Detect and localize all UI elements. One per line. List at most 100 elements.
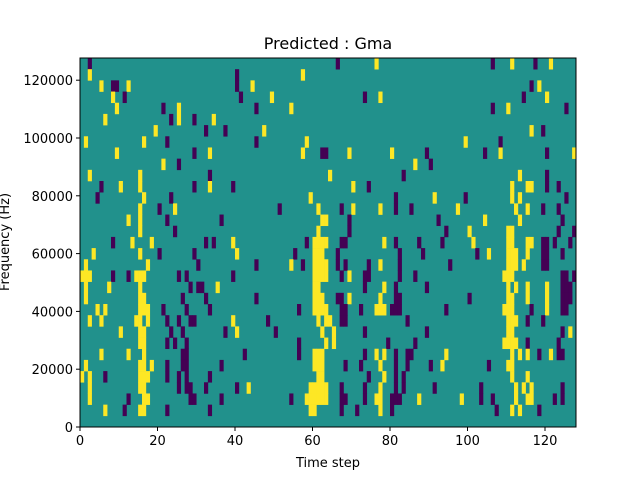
heatmap-cell-high [262,125,267,137]
heatmap-cell-low [479,382,484,394]
heatmap-cell-high [99,315,104,327]
heatmap-cell-high [83,270,89,282]
heatmap-cell-low [541,315,546,327]
heatmap-cell-low [525,315,530,327]
heatmap-cell-low [393,203,399,215]
heatmap-cell-high [514,315,519,327]
heatmap-cell-low [293,248,298,260]
heatmap-cell-low [366,259,371,271]
heatmap-cell-high [138,281,143,294]
heatmap-cell-high [517,404,523,417]
heatmap-cell-low [359,359,364,372]
heatmap-cell-high [145,371,151,383]
heatmap-cell-low [277,203,282,215]
x-tick-label: 0 [76,434,84,449]
heatmap-cell-high [231,315,236,327]
heatmap-cell-high [463,136,468,148]
heatmap-cell-high [382,304,387,316]
heatmap-cell-high [529,125,534,137]
heatmap-cell-low [188,393,193,405]
heatmap-cell-high [126,348,131,361]
heatmap-cell-low [223,326,228,338]
heatmap-cell-low [525,337,530,350]
heatmap-cell-high [440,359,445,372]
heatmap-cell-low [393,192,399,204]
heatmap-cell-high [149,236,154,249]
heatmap-cell-high [324,337,329,350]
heatmap-cell-low [184,359,189,372]
heatmap-cell-low [545,169,550,182]
heatmap-cell-low [393,393,399,405]
heatmap-cell-high [517,348,523,361]
y-tick-label: 80000 [32,190,73,205]
heatmap-cell-low [192,315,197,327]
heatmap-cell-high [517,169,523,182]
heatmap-cell-high [483,214,488,227]
heatmap-cell-low [207,404,213,417]
heatmap-cell-low [165,136,170,148]
heatmap-cell-low [413,337,418,350]
heatmap-cell-low [362,382,368,394]
heatmap-cell-high [87,315,92,327]
heatmap-cell-high [545,292,550,305]
heatmap-cell-high [374,348,379,361]
x-axis-label: Time step [295,456,360,471]
heatmap-cell-low [409,348,414,361]
heatmap-cell-low [424,147,430,159]
heatmap-cell-low [211,236,216,249]
heatmap-cell-low [486,359,492,372]
heatmap-cell-low [266,315,271,327]
heatmap-cell-high [99,348,104,361]
heatmap-cell-high [316,236,321,249]
heatmap-cell-high [506,248,511,260]
heatmap-cell-low [428,158,433,171]
heatmap-cell-high [378,91,383,104]
heatmap-cell-high [378,203,383,215]
heatmap-cell-high [514,203,519,215]
heatmap-cell-low [541,203,546,215]
heatmap-cell-high [312,236,317,249]
heatmap-cell-high [176,113,182,126]
heatmap-cell-high [517,214,523,227]
heatmap-cell-high [87,69,92,81]
heatmap-cell-high [308,192,313,204]
heatmap-cell-high [91,248,96,260]
heatmap-cell-low [231,181,236,193]
heatmap-cell-high [95,304,100,316]
heatmap-cell-high [347,292,352,305]
heatmap-cell-low [126,393,131,405]
heatmap-cell-high [529,236,534,249]
heatmap-cell-low [560,270,565,282]
heatmap-cell-low [564,281,569,294]
heatmap-cell-low [242,348,247,361]
heatmap-cell-low [444,304,449,316]
heatmap-cell-high [83,292,89,305]
heatmap-cell-high [312,259,317,271]
heatmap-cell-low [192,181,197,193]
heatmap-cell-high [432,192,437,204]
heatmap-cell-high [320,236,325,249]
heatmap-cell-high [138,326,143,338]
heatmap-cell-low [95,192,100,204]
heatmap-cell-low [219,359,224,372]
heatmap-cell-high [246,382,251,394]
x-tick-label: 20 [149,434,166,449]
heatmap-cell-high [506,259,511,271]
heatmap-cell-high [548,58,554,70]
heatmap-cell-high [545,281,550,294]
heatmap-cell-low [192,248,197,260]
heatmap-cell-high [138,248,143,260]
y-axis-ticks: 0 20000 40000 60000 80000 100000 120000 [23,74,80,436]
heatmap-cell-high [87,382,92,394]
heatmap-cell-high [413,158,418,171]
heatmap-cell-high [382,348,387,361]
heatmap-cell-low [397,393,402,405]
heatmap-cell-low [339,315,344,327]
heatmap-cell-high [374,304,379,316]
heatmap-cell-low [362,393,368,405]
heatmap-cell-high [320,348,325,361]
heatmap-cell-low [405,315,410,327]
heatmap-cell-high [207,147,213,159]
heatmap-cell-high [103,304,108,316]
heatmap-cell-high [316,393,321,405]
